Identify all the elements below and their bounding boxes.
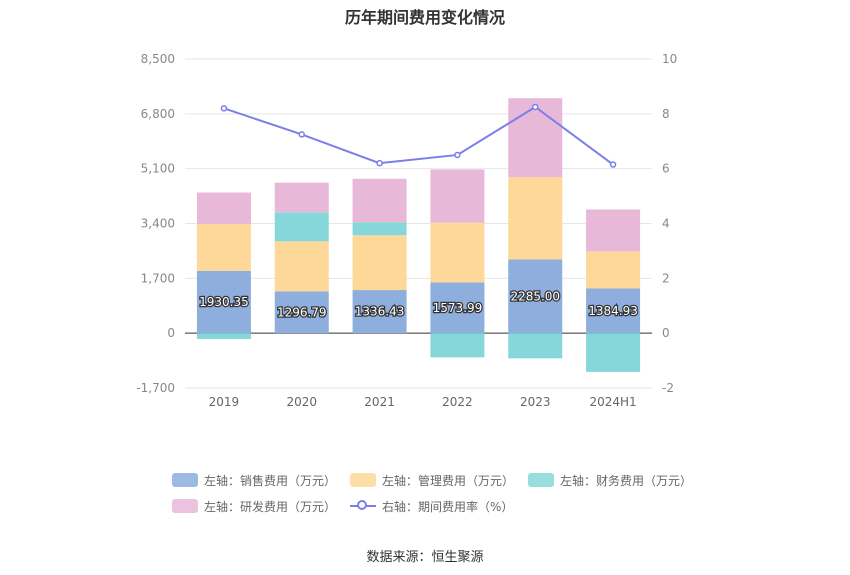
right-axis-tick-label: 8 — [662, 107, 670, 121]
legend-item[interactable]: 左轴：销售费用（万元） — [172, 472, 336, 488]
bar-segment-s0 — [352, 290, 407, 334]
bar-value-label: 1930.35 — [199, 295, 249, 309]
legend-item[interactable]: 左轴：管理费用（万元） — [350, 472, 514, 488]
legend-swatch — [172, 473, 198, 487]
legend-label: 左轴：管理费用（万元） — [382, 473, 515, 488]
legend-label: 左轴：财务费用（万元） — [560, 473, 693, 488]
chart-canvas: -1,700 0 1,700 3,400 5,100 6,800 8,500 -2 0 2 4 6 8 1… — [136, 52, 677, 409]
bar-segment-s3 — [508, 98, 563, 178]
bar-segment-s2 — [274, 212, 329, 242]
bar-segment-s0 — [430, 282, 485, 334]
left-axis-tick-label: -1,700 — [136, 381, 175, 395]
bar-segment-s1 — [430, 222, 485, 283]
rate-point — [220, 105, 228, 112]
x-axis-tick-label: 2022 — [442, 395, 473, 409]
x-axis-tick-label: 2020 — [286, 395, 317, 409]
legend-swatch — [350, 473, 377, 487]
left-axis-tick-label: 8,500 — [141, 52, 175, 66]
bar-segment-s1 — [352, 235, 407, 291]
bar-segment-s2 — [430, 333, 485, 358]
bar-segment-s3 — [352, 178, 407, 223]
legend-item[interactable]: 左轴：研发费用（万元） — [172, 498, 336, 514]
rate-point — [376, 159, 383, 167]
right-axis-tick-label: 2 — [662, 271, 670, 285]
chart-title: 历年期间费用变化情况 — [344, 8, 505, 27]
rate-point — [532, 103, 539, 111]
bar-segment-s2 — [508, 333, 563, 359]
rate-point — [454, 151, 461, 159]
rate-point — [609, 161, 617, 168]
x-axis-tick-label: 2021 — [364, 395, 395, 409]
rate-point — [298, 131, 305, 138]
rate-line — [223, 105, 614, 166]
bar-segment-s1 — [196, 224, 251, 271]
bar-segment-s3 — [274, 182, 329, 213]
bar-segment-s0 — [274, 291, 329, 334]
right-axis-tick-label: 0 — [662, 326, 670, 340]
bar-segment-s2 — [352, 222, 407, 236]
legend-swatch — [350, 499, 377, 513]
legend-item[interactable]: 右轴：期间费用率（%） — [350, 498, 513, 514]
legend-label: 左轴：销售费用（万元） — [204, 473, 337, 488]
left-axis-tick-label: 0 — [167, 326, 175, 340]
bar-segment-s3 — [196, 192, 251, 225]
bar-segment-s1 — [586, 251, 641, 289]
left-axis-tick-label: 6,800 — [141, 107, 175, 121]
bar-value-label: 2285.00 — [510, 289, 560, 303]
bar-value-label: 1336.43 — [355, 305, 405, 319]
bar-value-label: 1296.79 — [277, 305, 327, 319]
bar-segment-s1 — [508, 177, 563, 260]
legend-swatch — [528, 473, 555, 487]
left-axis-tick-label: 3,400 — [141, 217, 175, 231]
left-axis-tick-label: 1,700 — [141, 271, 175, 285]
data-source: 数据来源：恒生聚源 — [366, 550, 484, 565]
right-axis-tick-label: -2 — [662, 381, 674, 395]
bar-value-label: 1573.99 — [433, 301, 483, 315]
x-axis-tick-label: 2023 — [520, 395, 551, 409]
bar-segment-s0 — [508, 259, 563, 334]
bar-segment-s2 — [586, 333, 641, 372]
right-axis-tick-label: 6 — [662, 162, 670, 176]
legend: 左轴：销售费用（万元） 左轴：管理费用（万元） 左轴：财务费用（万元） 左轴：研发费用… — [172, 472, 732, 524]
x-axis-tick-label: 2024H1 — [589, 395, 636, 409]
bar-segment-s0 — [196, 270, 251, 334]
left-axis-tick-label: 5,100 — [141, 162, 175, 176]
x-axis-tick-label: 2019 — [209, 395, 240, 409]
bar-segment-s2 — [196, 333, 251, 339]
bar-value-label: 1384.93 — [588, 304, 638, 318]
legend-swatch — [172, 499, 198, 513]
bar-segment-s1 — [274, 241, 329, 292]
legend-label: 左轴：研发费用（万元） — [204, 499, 337, 514]
bar-segment-s3 — [430, 169, 485, 223]
bar-segment-s3 — [586, 209, 641, 252]
right-axis-tick-label: 4 — [662, 217, 670, 231]
right-axis-tick-label: 10 — [662, 52, 677, 66]
legend-label: 右轴：期间费用率（%） — [382, 499, 514, 514]
bar-segment-s0 — [586, 288, 641, 334]
legend-item[interactable]: 左轴：财务费用（万元） — [528, 472, 692, 488]
